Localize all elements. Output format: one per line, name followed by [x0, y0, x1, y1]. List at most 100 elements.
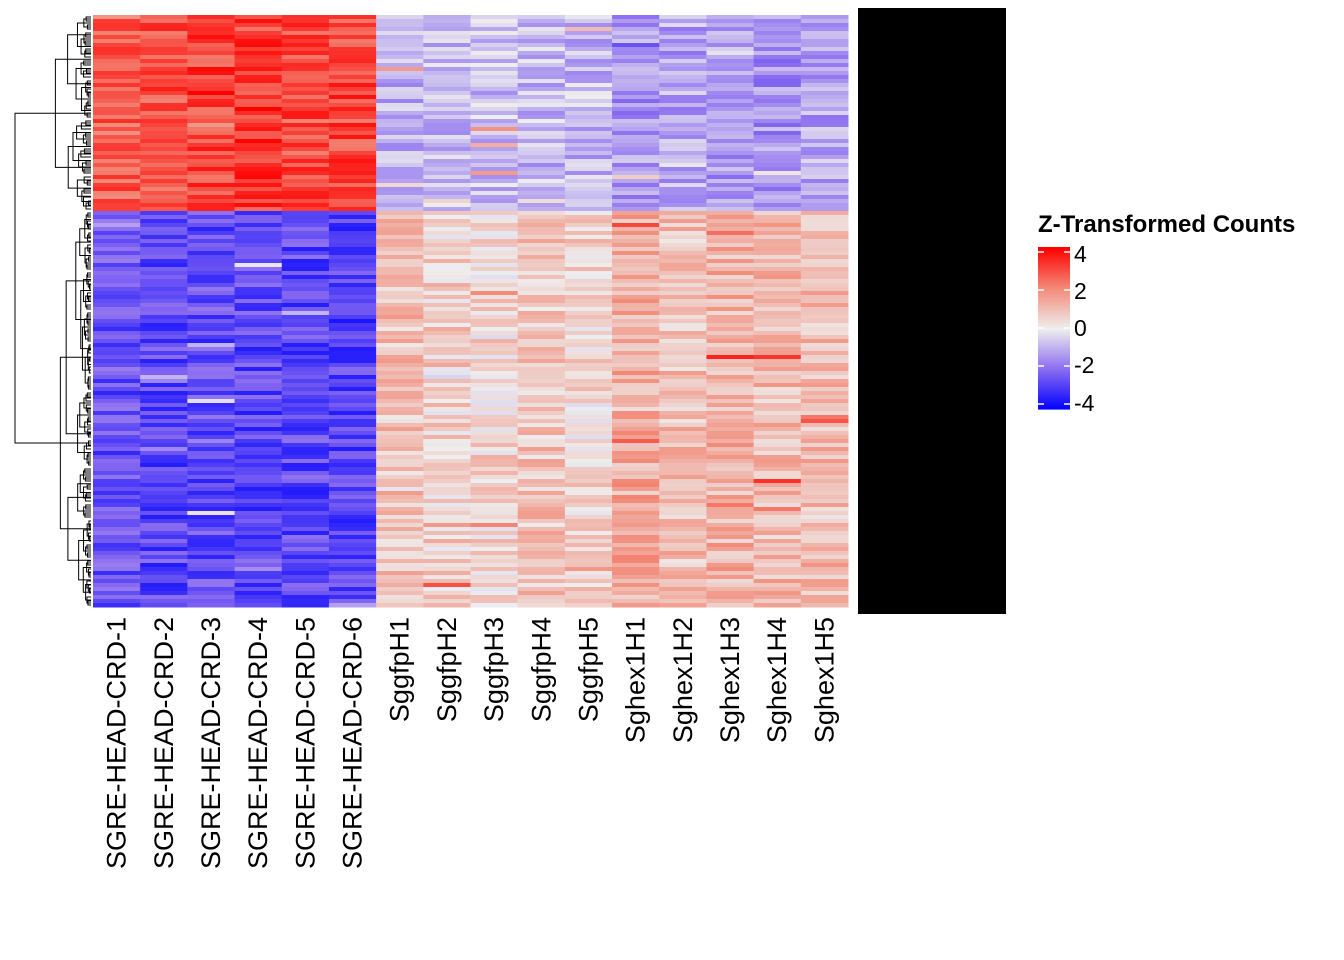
legend-color-step — [1038, 267, 1070, 270]
column-label: SggfpH1 — [385, 617, 415, 722]
heatmap-cell — [93, 575, 141, 580]
heatmap-cell — [753, 595, 802, 600]
heatmap-cell — [281, 55, 330, 60]
heatmap-cell — [564, 163, 613, 168]
heatmap-cell — [376, 291, 424, 296]
heatmap-cell — [800, 199, 849, 204]
heatmap-cell — [328, 571, 377, 576]
heatmap-cell — [140, 571, 188, 576]
heatmap-cell — [612, 559, 660, 564]
legend-color-step — [1038, 259, 1070, 262]
heatmap-cell — [753, 223, 802, 228]
heatmap-cell — [281, 299, 330, 304]
heatmap-cell — [328, 479, 377, 484]
heatmap-cell — [564, 247, 613, 252]
heatmap-cell — [234, 139, 283, 144]
heatmap-cell — [753, 523, 802, 528]
heatmap-cell — [564, 475, 613, 480]
heatmap-cell — [800, 559, 849, 564]
heatmap-cell — [659, 355, 707, 360]
heatmap-cell — [706, 527, 755, 532]
heatmap-cell — [470, 243, 519, 248]
heatmap-cell — [140, 471, 188, 476]
heatmap-cell — [281, 455, 330, 460]
heatmap-cell — [800, 591, 849, 596]
heatmap-cell — [800, 503, 849, 508]
heatmap-cell — [612, 371, 660, 376]
heatmap-cell — [564, 579, 613, 584]
heatmap-cell — [612, 547, 660, 552]
heatmap-cell — [517, 583, 566, 588]
heatmap-cell — [234, 223, 283, 228]
heatmap-cell — [517, 379, 566, 384]
heatmap-cell — [706, 571, 755, 576]
heatmap-cell — [234, 259, 283, 264]
heatmap-cell — [800, 251, 849, 256]
heatmap-cell — [470, 347, 519, 352]
heatmap-cell — [470, 219, 519, 224]
heatmap-cell — [470, 355, 519, 360]
heatmap-cell — [376, 215, 424, 220]
heatmap-cell — [234, 403, 283, 408]
heatmap-cell — [187, 507, 236, 512]
heatmap-cell — [281, 147, 330, 152]
heatmap-cell — [564, 167, 613, 172]
heatmap-cell — [753, 39, 802, 44]
heatmap-cell — [328, 431, 377, 436]
heatmap-cell — [564, 415, 613, 420]
heatmap-cell — [659, 487, 707, 492]
heatmap-cell — [234, 383, 283, 388]
heatmap-cell — [187, 23, 236, 28]
heatmap-cell — [564, 207, 613, 212]
heatmap-cell — [706, 243, 755, 248]
heatmap-cell — [234, 311, 283, 316]
heatmap-cell — [470, 407, 519, 412]
heatmap-cell — [659, 19, 707, 24]
heatmap-cell — [234, 347, 283, 352]
heatmap-cell — [659, 231, 707, 236]
heatmap-cell — [234, 19, 283, 24]
legend-color-step — [1038, 313, 1070, 317]
heatmap-cell — [328, 519, 377, 524]
heatmap-cell — [93, 451, 141, 456]
heatmap-cell — [423, 291, 471, 296]
heatmap-cell — [140, 527, 188, 532]
heatmap-cell — [470, 163, 519, 168]
heatmap-cell — [753, 535, 802, 540]
heatmap-cell — [281, 479, 330, 484]
heatmap-cell — [659, 495, 707, 500]
heatmap-cell — [187, 195, 236, 200]
heatmap-cell — [93, 547, 141, 552]
heatmap-cell — [93, 279, 141, 284]
heatmap-cell — [140, 107, 188, 112]
heatmap-cell — [517, 147, 566, 152]
heatmap-cell — [187, 307, 236, 312]
heatmap-cell — [517, 55, 566, 60]
heatmap-cell — [706, 227, 755, 232]
heatmap-cell — [470, 207, 519, 212]
heatmap-cell — [470, 455, 519, 460]
legend-tick: -4 — [1074, 390, 1095, 416]
heatmap-cell — [423, 451, 471, 456]
heatmap-cell — [564, 111, 613, 116]
heatmap-cell — [706, 167, 755, 172]
heatmap-cell — [800, 115, 849, 120]
heatmap-cell — [470, 131, 519, 136]
heatmap-cell — [281, 103, 330, 108]
heatmap-cell — [187, 563, 236, 568]
heatmap-cell — [234, 467, 283, 472]
heatmap-cell — [800, 511, 849, 516]
heatmap-cell — [564, 543, 613, 548]
heatmap-cell — [423, 43, 471, 48]
heatmap-cell — [93, 59, 141, 64]
heatmap-cell — [659, 207, 707, 212]
heatmap-cell — [93, 91, 141, 96]
heatmap-cell — [187, 331, 236, 336]
heatmap-cell — [800, 311, 849, 316]
heatmap-cell — [376, 487, 424, 492]
heatmap-cell — [564, 499, 613, 504]
heatmap-cell — [706, 407, 755, 412]
heatmap-cell — [328, 559, 377, 564]
heatmap-cell — [140, 175, 188, 180]
heatmap-cell — [140, 79, 188, 84]
